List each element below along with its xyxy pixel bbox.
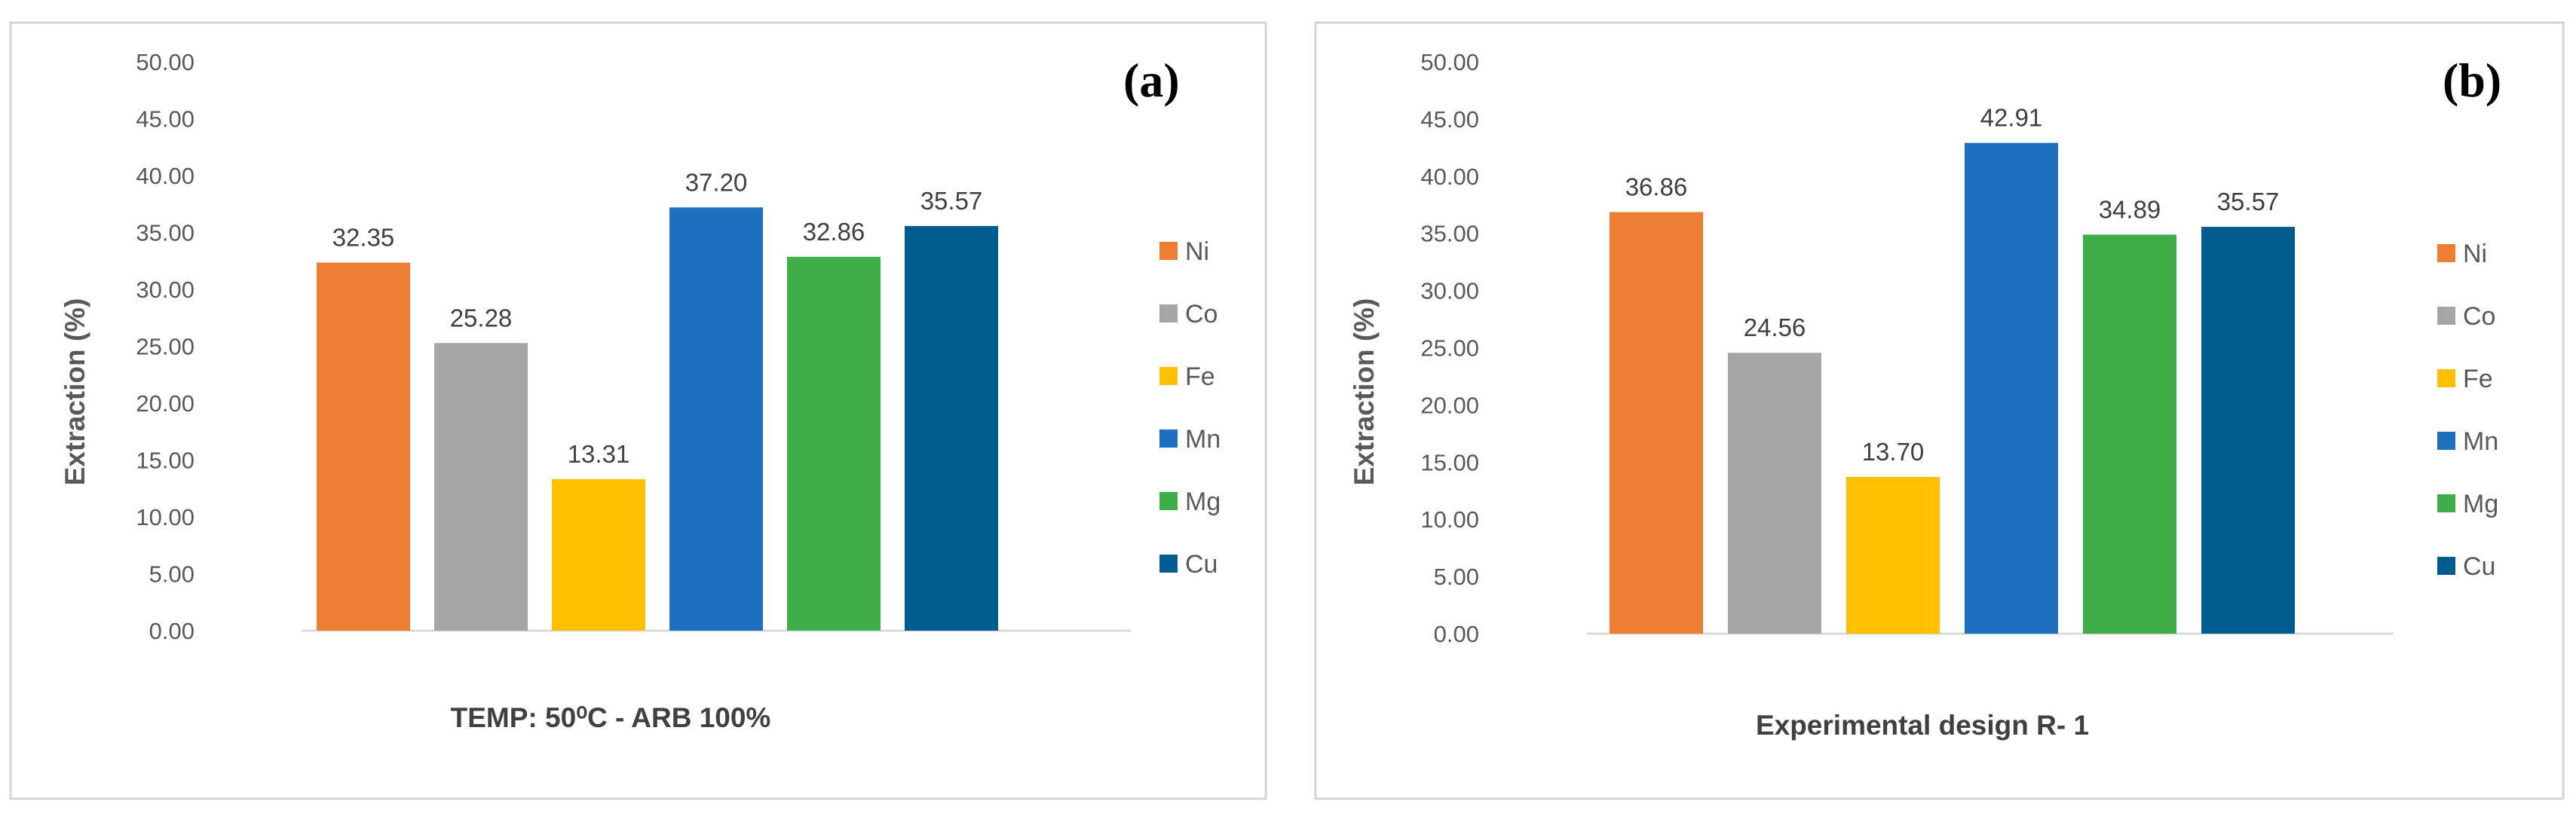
data-label-co: 25.28 [450,304,513,332]
data-label-mn: 37.20 [685,168,748,196]
data-label-mg: 34.89 [2099,195,2161,223]
y-tick-label: 0.00 [1434,621,1479,647]
legend-swatch-cu [2437,557,2455,575]
data-label-ni: 36.86 [1625,173,1688,200]
bar-cu [905,225,998,631]
y-tick-label: 10.00 [1420,506,1479,533]
legend-swatch-ni [1159,242,1178,260]
legend-label-cu: Cu [2463,552,2495,581]
y-tick-label: 35.00 [1420,221,1479,247]
y-tick-label: 30.00 [136,277,195,303]
panel-b: (b) Extraction (%) Experimental design R… [1314,21,2565,800]
y-tick-label: 45.00 [1420,106,1479,133]
bar-mn [669,207,763,631]
panel-a-legend: Ni Co Fe Mn Mg Cu [1159,237,1221,579]
legend-swatch-co [2437,307,2455,325]
y-tick-label: 20.00 [1420,392,1479,418]
data-label-fe: 13.70 [1862,438,1925,466]
legend-swatch-mg [1159,492,1178,510]
bar-fe [1846,477,1940,634]
legend-swatch-co [1159,304,1178,322]
legend-label-mn: Mn [2463,427,2498,456]
legend-label-mg: Mg [1185,487,1221,516]
legend-swatch-fe [1159,367,1178,385]
panel-b-legend: Ni Co Fe Mn Mg Cu [2437,240,2498,581]
y-tick-label: 5.00 [149,561,195,588]
legend-label-mg: Mg [2463,490,2498,518]
y-tick-label: 25.00 [1420,335,1479,362]
panel-a-label: (a) [1123,53,1180,107]
legend-label-ni: Ni [2463,240,2487,268]
y-tick-label: 10.00 [136,504,195,530]
legend-label-co: Co [2463,302,2495,331]
legend-label-ni: Ni [1185,237,1209,266]
bar-cu [2201,227,2295,634]
legend-label-mn: Mn [1185,425,1221,454]
panel-a-bars [317,207,998,631]
y-tick-label: 40.00 [136,163,195,189]
panel-a-x-axis-title: TEMP: 50⁰C - ARB 100% [451,702,771,733]
y-tick-label: 15.00 [136,448,195,474]
bar-mg [787,256,881,631]
y-tick-label: 50.00 [136,49,195,75]
panel-b-y-axis-title: Extraction (%) [1349,298,1380,486]
panel-b-frame [1314,21,2565,800]
bar-co [434,343,528,631]
legend-label-fe: Fe [1185,362,1215,391]
data-label-mg: 32.86 [803,218,865,246]
y-tick-label: 40.00 [1420,164,1479,190]
panel-a-data-labels: 32.35 25.28 13.31 37.20 32.86 35.57 [332,168,983,468]
data-label-mn: 42.91 [1980,104,2043,132]
data-label-cu: 35.57 [920,187,983,215]
legend-swatch-fe [2437,369,2455,387]
legend-label-co: Co [1185,300,1218,329]
panel-a-frame [9,21,1267,800]
bar-mn [1965,142,2058,634]
panel-b-bars [1610,142,2295,634]
panel-a-y-axis-title: Extraction (%) [60,298,90,486]
y-tick-label: 30.00 [1420,278,1479,304]
legend-label-cu: Cu [1185,550,1218,579]
bar-ni [1610,212,1703,634]
panel-b-x-axis-title: Experimental design R- 1 [1756,710,2089,741]
legend-swatch-ni [2437,244,2455,262]
data-label-co: 24.56 [1744,313,1806,341]
legend-swatch-mg [2437,494,2455,512]
y-tick-label: 45.00 [136,106,195,133]
bar-mg [2083,234,2176,634]
y-tick-label: 5.00 [1434,564,1479,590]
data-label-ni: 32.35 [332,224,395,252]
y-tick-label: 20.00 [136,390,195,417]
bar-co [1728,353,1821,634]
y-tick-label: 35.00 [136,220,195,246]
panel-b-y-ticks: 0.00 5.00 10.00 15.00 20.00 25.00 30.00 35.00 40… [1420,49,1479,647]
y-tick-label: 15.00 [1420,449,1479,475]
bar-ni [317,262,410,631]
y-tick-label: 25.00 [136,334,195,360]
data-label-fe: 13.31 [568,440,630,468]
legend-swatch-mn [2437,432,2455,450]
panel-a: (a) Extraction (%) TEMP: 50⁰C - ARB 100%… [9,21,1267,800]
y-tick-label: 0.00 [149,618,195,644]
bar-fe [552,479,645,631]
y-tick-label: 50.00 [1420,49,1479,75]
legend-swatch-mn [1159,429,1178,448]
panel-a-y-ticks: 0.00 5.00 10.00 15.00 20.00 25.00 30.00 35.00 40… [136,49,195,644]
data-label-cu: 35.57 [2217,188,2280,215]
legend-swatch-cu [1159,555,1178,573]
panel-b-data-labels: 36.86 24.56 13.70 42.91 34.89 35.57 [1625,104,2280,466]
panel-b-label: (b) [2443,53,2501,107]
legend-label-fe: Fe [2463,365,2493,393]
